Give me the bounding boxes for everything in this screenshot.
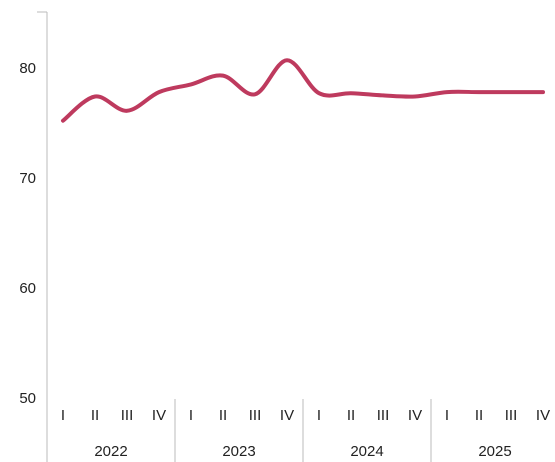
x-group-label: 2024	[350, 443, 383, 460]
x-tick-label: III	[377, 407, 390, 424]
x-tick-label: III	[121, 407, 134, 424]
line	[61, 58, 545, 123]
x-group-label: 2025	[478, 443, 511, 460]
x-tick-label: III	[249, 407, 262, 424]
x-tick-label: II	[91, 407, 99, 424]
x-tick-label: IV	[408, 407, 422, 424]
x-group-label: 2022	[94, 443, 127, 460]
x-group-label: 2023	[222, 443, 255, 460]
x-tick-label: II	[347, 407, 355, 424]
y-tick-label: 50	[19, 390, 36, 407]
x-tick-label: II	[219, 407, 227, 424]
x-tick-label: III	[505, 407, 518, 424]
x-tick-label: II	[475, 407, 483, 424]
x-tick-label: I	[317, 407, 321, 424]
y-tick-label: 70	[19, 170, 36, 187]
x-tick-label: IV	[280, 407, 294, 424]
x-tick-label: I	[189, 407, 193, 424]
x-tick-label: I	[445, 407, 449, 424]
x-tick-label: I	[61, 407, 65, 424]
x-tick-label: IV	[536, 407, 550, 424]
y-tick-label: 80	[19, 60, 36, 77]
x-tick-label: IV	[152, 407, 166, 424]
y-tick-label: 60	[19, 280, 36, 297]
